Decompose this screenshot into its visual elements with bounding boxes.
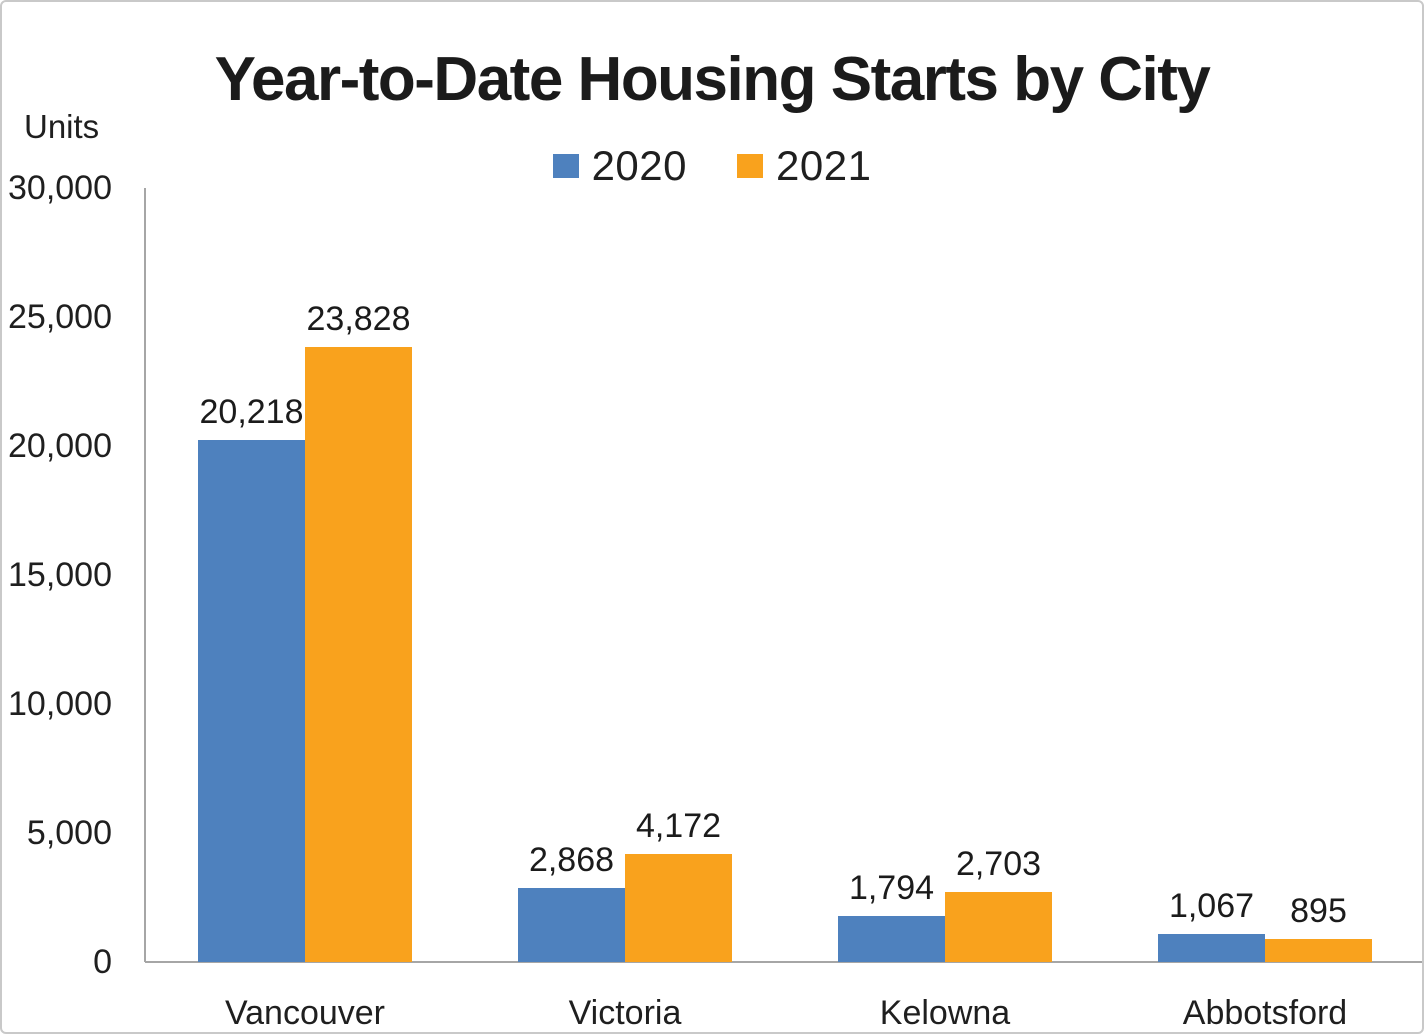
y-tick-label-15000: 15,000: [8, 556, 112, 594]
y-tick-label-10000: 10,000: [8, 685, 112, 723]
y-axis-title: Units: [24, 108, 100, 145]
bar-2020-abbotsford: [1158, 934, 1265, 962]
bar-2021-vancouver: [305, 347, 412, 962]
bar-2020-vancouver: [198, 440, 305, 962]
legend-item-2020: 2020: [552, 142, 687, 190]
legend: 2020 2021: [2, 142, 1422, 190]
x-category-label-victoria: Victoria: [568, 994, 682, 1032]
x-category-label-vancouver: Vancouver: [224, 994, 386, 1032]
value-label-2020-abbotsford: 1,067: [1168, 887, 1255, 925]
y-tick-label-20000: 20,000: [8, 427, 112, 465]
bar-2020-kelowna: [838, 916, 945, 962]
y-tick-label-25000: 25,000: [8, 298, 112, 336]
x-category-label-kelowna: Kelowna: [879, 994, 1011, 1032]
legend-label-2021: 2021: [776, 142, 872, 189]
value-label-2020-victoria: 2,868: [528, 841, 615, 879]
bar-2020-victoria: [518, 888, 625, 962]
bar-2021-kelowna: [945, 892, 1052, 962]
chart-title: Year-to-Date Housing Starts by City: [214, 45, 1211, 114]
bar-2021-abbotsford: [1265, 939, 1372, 962]
legend-swatch-2020-icon: [552, 154, 579, 178]
x-axis-line: [145, 961, 1422, 963]
legend-swatch-2021-icon: [737, 154, 763, 178]
value-label-2020-vancouver: 20,218: [199, 393, 304, 431]
x-category-label-abbotsford: Abbotsford: [1182, 994, 1348, 1032]
value-label-2021-vancouver: 23,828: [306, 300, 411, 338]
value-label-2021-kelowna: 2,703: [955, 845, 1042, 883]
bar-2021-victoria: [625, 854, 732, 962]
value-label-2021-abbotsford: 895: [1290, 892, 1347, 930]
y-axis-line: [144, 188, 146, 962]
value-label-2020-kelowna: 1,794: [848, 869, 935, 907]
value-label-2021-victoria: 4,172: [635, 807, 722, 845]
legend-item-2021: 2021: [737, 142, 871, 190]
y-tick-label-0: 0: [93, 943, 112, 981]
y-tick-label-5000: 5,000: [26, 814, 112, 852]
y-tick-label-30000: 30,000: [8, 169, 112, 207]
legend-label-2020: 2020: [591, 142, 687, 189]
